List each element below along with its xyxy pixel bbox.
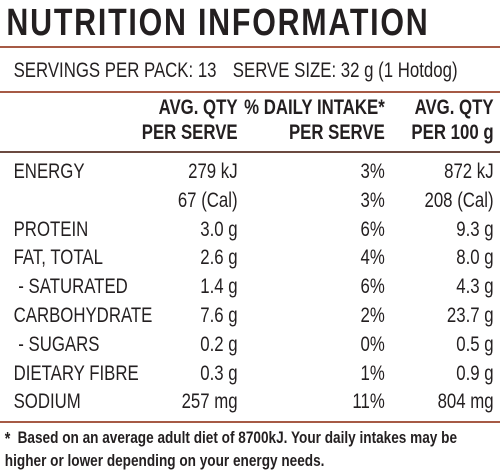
nutrient-value: 3% <box>360 188 385 212</box>
nutrient-value: 257 mg <box>181 390 238 414</box>
nutrient-value: 67 (Cal) <box>177 188 238 212</box>
nutrient-label: DIETARY FIBRE <box>13 361 139 385</box>
nutrient-label: ENERGY <box>13 160 85 183</box>
servings: SERVINGS PER PACK: 13 <box>13 59 217 82</box>
nutrient-value: 0% <box>360 332 385 356</box>
column-header: AVG. QTY <box>158 96 238 119</box>
nutrient-value: 8.0 g <box>456 246 494 270</box>
nutrient-value: 872 kJ <box>444 160 494 183</box>
title: NUTRITION INFORMATION <box>6 2 430 44</box>
footnote-mark: * <box>4 429 11 449</box>
nutrient-value: 0.5 g <box>456 332 494 356</box>
serve-size: SERVE SIZE: 32 g (1 Hotdog) <box>232 59 458 82</box>
nutrient-value: 0.3 g <box>200 361 238 385</box>
nutrient-value: 1.4 g <box>200 275 238 299</box>
divider <box>0 151 500 153</box>
nutrient-value: 3.0 g <box>200 217 238 241</box>
nutrient-value: 208 (Cal) <box>424 188 494 212</box>
nutrient-value: 9.3 g <box>456 217 494 241</box>
divider <box>0 91 500 93</box>
nutrient-value: 11% <box>352 390 385 414</box>
divider <box>0 421 500 423</box>
footnote: Based on an average adult diet of 8700kJ… <box>17 428 458 447</box>
footnote: higher or lower depending on your energy… <box>4 451 325 470</box>
nutrient-value: 0.2 g <box>200 332 238 356</box>
nutrient-value: 4% <box>360 246 385 270</box>
nutrient-value: 1% <box>360 361 385 385</box>
nutrient-value: 6% <box>360 217 385 241</box>
divider <box>0 46 500 48</box>
column-header: % DAILY INTAKE* <box>244 96 385 119</box>
nutrient-value: 279 kJ <box>188 160 238 183</box>
nutrient-value: 4.3 g <box>456 275 494 299</box>
column-header: PER SERVE <box>288 121 385 144</box>
nutrient-label: CARBOHYDRATE <box>13 304 153 327</box>
nutrient-label: - SUGARS <box>13 332 100 356</box>
column-header: PER SERVE <box>141 121 238 144</box>
nutrient-label: - SATURATED <box>13 275 128 299</box>
column-header: PER 100 g <box>411 121 494 144</box>
nutrient-value: 0.9 g <box>456 361 494 385</box>
nutrient-value: 3% <box>360 160 385 183</box>
nutrient-value: 2% <box>360 304 385 327</box>
nutrient-label: PROTEIN <box>13 217 89 241</box>
nutrient-value: 2.6 g <box>200 246 238 270</box>
nutrient-value: 23.7 g <box>446 304 494 327</box>
nutrient-value: 7.6 g <box>200 304 238 327</box>
nutrient-value: 804 mg <box>437 390 494 414</box>
nutrient-label: SODIUM <box>13 390 81 414</box>
column-header: AVG. QTY <box>414 96 494 119</box>
nutrient-value: 6% <box>360 275 385 299</box>
nutrient-label: FAT, TOTAL <box>13 246 103 270</box>
